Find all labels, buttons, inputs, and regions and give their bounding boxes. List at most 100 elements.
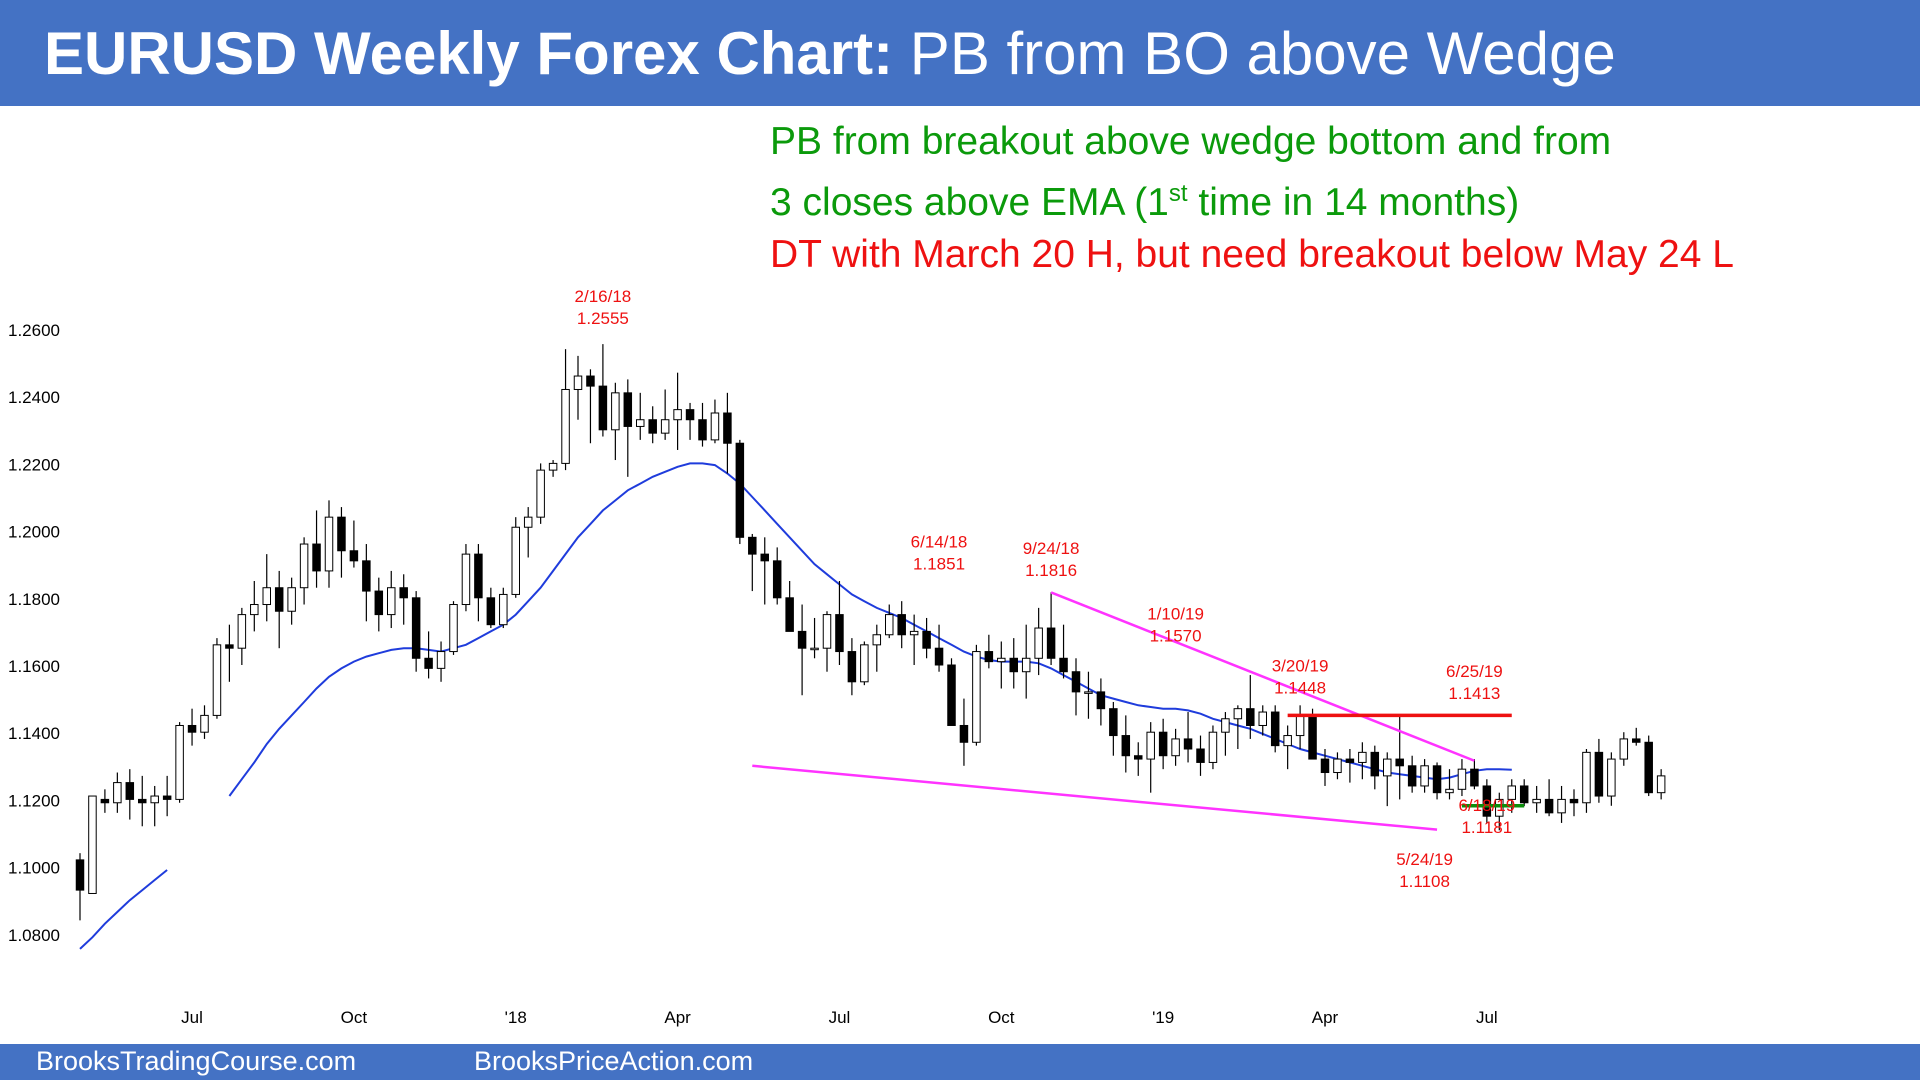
x-tick-label: Jul	[181, 1008, 203, 1027]
candle-body	[1233, 708, 1243, 720]
candle-body	[1046, 627, 1056, 659]
wedge-top-line	[1050, 591, 1475, 762]
candle-body	[561, 388, 570, 464]
y-tick-label: 1.2000	[8, 523, 60, 542]
x-tick-label: Apr	[1312, 1008, 1339, 1027]
candle-body	[673, 409, 682, 421]
candle-body	[835, 614, 844, 653]
candle-body	[262, 587, 271, 606]
candle-body	[1470, 768, 1479, 787]
y-tick-label: 1.1800	[8, 590, 60, 609]
candle-body	[362, 560, 371, 592]
y-tick-label: 1.1400	[8, 724, 60, 743]
annotation-price: 1.1108	[1399, 872, 1450, 891]
candle-body	[1395, 758, 1404, 767]
candle-body	[349, 550, 359, 562]
annotation-date: 1/10/19	[1147, 605, 1204, 624]
candle-body	[1109, 708, 1118, 737]
candle-body	[200, 714, 209, 733]
y-tick-label: 1.2600	[8, 321, 60, 340]
annotation-price: 1.2555	[577, 309, 629, 328]
title-bold: EURUSD Weekly Forex Chart:	[44, 19, 894, 87]
candle-body	[113, 782, 122, 804]
candle-body	[399, 587, 408, 599]
candle-body	[337, 516, 346, 552]
candle-body	[212, 644, 222, 716]
candle-body	[1519, 785, 1529, 804]
candle-body	[461, 553, 471, 606]
candle-body	[162, 795, 172, 800]
candle-body	[860, 644, 869, 683]
candle-body	[947, 664, 956, 726]
annotation-price: 1.1448	[1274, 679, 1326, 698]
candle-body	[1482, 785, 1492, 817]
candle-body	[324, 516, 334, 572]
footer-link-left[interactable]: BrooksTradingCourse.com	[36, 1046, 357, 1076]
candle-body	[75, 859, 85, 891]
y-tick-label: 1.2400	[8, 388, 60, 407]
candle-body	[1632, 738, 1641, 743]
footer-link-right[interactable]: BrooksPriceAction.com	[474, 1046, 754, 1076]
candle-body	[1320, 758, 1330, 774]
candle-body	[1607, 758, 1616, 797]
x-tick-label: '18	[505, 1008, 527, 1027]
candle-body	[299, 543, 309, 589]
candle-body	[636, 419, 645, 427]
candle-body	[1171, 738, 1180, 757]
candle-body	[523, 516, 533, 528]
candle-body	[536, 469, 545, 518]
ema-line	[79, 869, 168, 950]
annotation-date: 9/24/18	[1023, 539, 1080, 558]
note-line-2-sup: st	[1168, 180, 1188, 207]
candle-body	[623, 392, 633, 427]
note-line-2-a: 3 closes above EMA (1	[770, 181, 1169, 224]
candle-body	[1146, 731, 1155, 760]
candle-body	[225, 644, 234, 649]
candle-body	[997, 657, 1006, 663]
candle-body	[1495, 798, 1504, 817]
x-tick-label: Oct	[988, 1008, 1015, 1027]
annotation-date: 6/14/18	[911, 532, 968, 551]
candle-body	[573, 375, 583, 390]
x-tick-label: '19	[1152, 1008, 1174, 1027]
candle-body	[237, 614, 247, 649]
candle-body	[611, 392, 620, 431]
candle-body	[486, 597, 496, 626]
candle-body	[660, 419, 670, 434]
candle-body	[909, 630, 919, 636]
candle-body	[1407, 765, 1417, 787]
note-line-3: DT with March 20 H, but need breakout be…	[770, 233, 1734, 276]
candle-body	[1420, 765, 1429, 787]
candle-body	[138, 798, 147, 804]
candle-body	[499, 593, 508, 626]
candle-body	[1270, 711, 1280, 747]
y-tick-label: 1.1200	[8, 791, 60, 810]
annotation-price: 1.1570	[1150, 627, 1202, 646]
candle-body	[1059, 657, 1068, 673]
candle-body	[822, 614, 832, 649]
candle-body	[847, 651, 857, 683]
note-line-2-b: time in 14 months)	[1187, 181, 1520, 224]
candle-body	[1358, 751, 1367, 763]
candle-body	[972, 651, 981, 743]
candle-body	[1345, 758, 1355, 763]
candle-body	[1532, 798, 1541, 804]
candle-body	[1071, 671, 1081, 693]
candle-body	[1619, 738, 1629, 760]
x-tick-label: Jul	[1476, 1008, 1498, 1027]
candle-body	[1246, 708, 1255, 726]
candle-body	[150, 795, 159, 804]
y-tick-label: 1.1600	[8, 657, 60, 676]
candle-body	[723, 412, 732, 444]
chart-title: EURUSD Weekly Forex Chart: PB from BO ab…	[44, 19, 1616, 88]
candle-body	[648, 419, 657, 434]
candle-body	[685, 409, 695, 421]
candle-body	[287, 587, 296, 612]
candle-body	[797, 630, 807, 649]
candle-body	[1445, 788, 1454, 794]
candle-body	[125, 782, 135, 800]
candle-body	[1557, 798, 1566, 814]
candle-body	[710, 412, 720, 441]
candle-body	[934, 647, 944, 666]
candle-body	[1009, 657, 1018, 673]
